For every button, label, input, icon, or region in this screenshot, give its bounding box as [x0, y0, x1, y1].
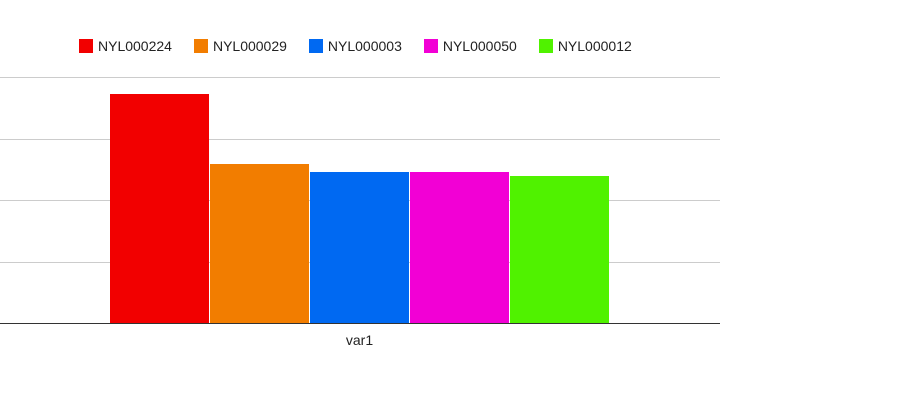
- legend-label: NYL000029: [212, 38, 287, 54]
- legend-swatch: [193, 39, 208, 53]
- legend-swatch: [308, 39, 323, 53]
- legend-label: NYL000224: [98, 38, 172, 54]
- legend-item[interactable]: NYL000003: [308, 38, 402, 54]
- x-tick-label: var1: [346, 332, 373, 348]
- legend-swatch: [79, 39, 93, 53]
- bar-nyl000050[interactable]: [410, 172, 509, 323]
- legend-item[interactable]: NYL000012: [538, 38, 632, 54]
- legend-item[interactable]: NYL000224: [79, 38, 172, 54]
- legend-item[interactable]: NYL000029: [193, 38, 287, 54]
- legend-label: NYL000003: [327, 38, 402, 54]
- bar-nyl000224[interactable]: [110, 94, 209, 323]
- bar-nyl000003[interactable]: [310, 172, 409, 323]
- legend-swatch: [423, 39, 438, 53]
- legend-label: NYL000050: [442, 38, 517, 54]
- legend-swatch: [538, 39, 553, 53]
- legend-item[interactable]: NYL000050: [423, 38, 517, 54]
- bar-nyl000029[interactable]: [210, 164, 309, 323]
- bar-nyl000012[interactable]: [510, 176, 609, 323]
- legend: NYL000224 NYL000029 NYL000003 NYL000050 NYL0…: [79, 38, 632, 54]
- legend-label: NYL000012: [557, 38, 632, 54]
